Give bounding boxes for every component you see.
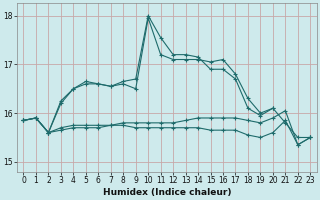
X-axis label: Humidex (Indice chaleur): Humidex (Indice chaleur) <box>103 188 231 197</box>
